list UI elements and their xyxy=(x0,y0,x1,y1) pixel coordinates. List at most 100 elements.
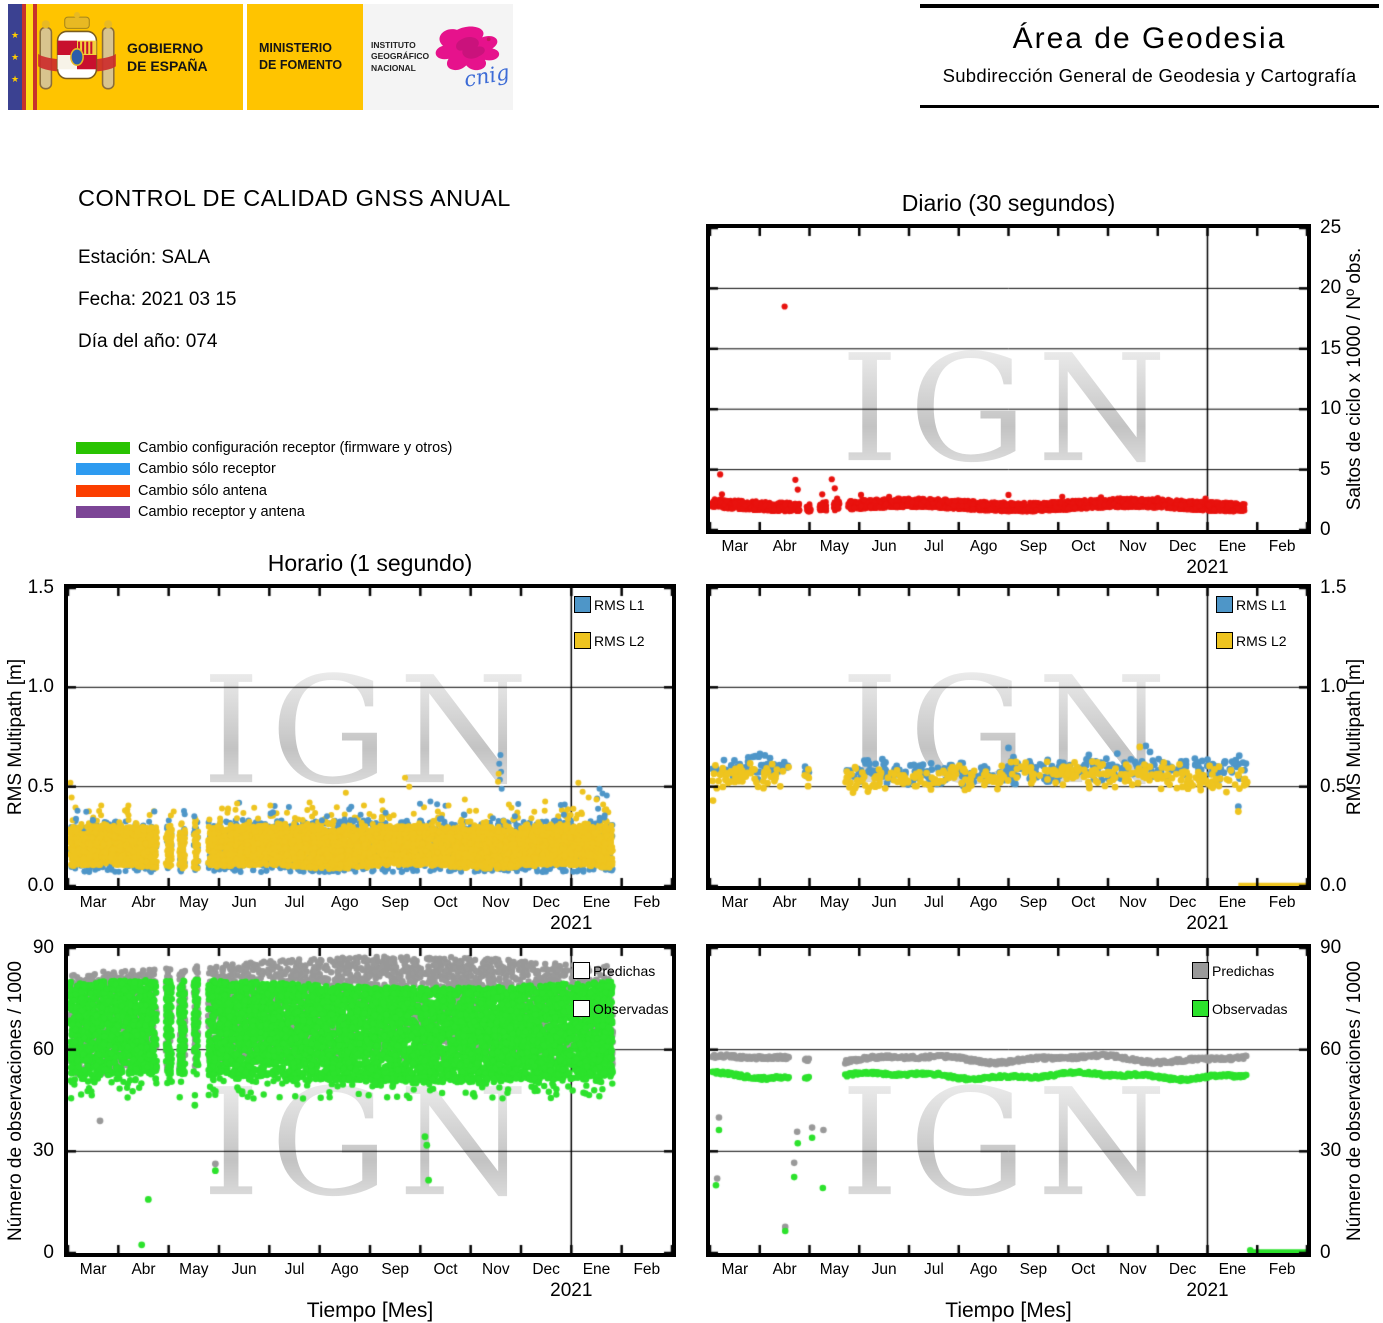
month-label: Feb xyxy=(1268,894,1296,911)
year-label: 2021 xyxy=(1186,1280,1229,1301)
chart-canvas xyxy=(710,948,1307,1253)
plot-legend-label: RMS L2 xyxy=(594,632,645,649)
x-axis-title: Tiempo [Mes] xyxy=(945,1299,1072,1322)
area-subtitle: Subdirección General de Geodesia y Carto… xyxy=(942,65,1357,86)
y-axis-title: Saltos de ciclo x 1000 / Nº obs. xyxy=(1344,247,1365,511)
y-tick-label: 15 xyxy=(1320,337,1342,359)
plot-legend-label: Observadas xyxy=(1212,1000,1288,1017)
month-label: Mar xyxy=(79,894,107,911)
instituto-text: INSTITUTO GEOGRÁFICO NACIONAL xyxy=(371,39,430,73)
month-label: May xyxy=(819,1261,850,1278)
y-tick-label: 10 xyxy=(1320,398,1342,420)
y-tick-label: 60 xyxy=(1320,1038,1342,1060)
month-label: Abr xyxy=(131,894,156,911)
y-axis-title: RMS Multipath [m] xyxy=(1344,658,1365,816)
plot-title: Horario (1 segundo) xyxy=(267,550,473,576)
month-label: Dec xyxy=(1168,538,1197,555)
month-label: Nov xyxy=(1119,538,1147,555)
plot-daily-observations: IGN0306090Número de observaciones / 1000… xyxy=(706,937,1365,1322)
y-tick-label: 25 xyxy=(1320,217,1342,238)
plot-hourly-observations: IGN0306090Número de observaciones / 1000… xyxy=(5,937,676,1322)
gobierno-block: GOBIERNO DE ESPAÑA xyxy=(37,4,243,110)
month-label: Ago xyxy=(969,894,998,911)
report-title: CONTROL DE CALIDAD GNSS ANUAL xyxy=(78,185,511,211)
month-label: Oct xyxy=(1071,894,1096,911)
month-label: Jun xyxy=(231,894,257,911)
month-label: Ene xyxy=(1218,1261,1247,1278)
y-tick-label: 1.5 xyxy=(27,577,54,598)
gobierno-line1: GOBIERNO xyxy=(127,39,204,56)
month-label: Mar xyxy=(79,1261,107,1278)
ministerio-block: MINISTERIO DE FOMENTO xyxy=(247,4,363,110)
y-tick-label: 0 xyxy=(43,1242,54,1263)
y-tick-label: 90 xyxy=(1320,937,1342,958)
month-label: Mar xyxy=(721,538,749,555)
change-legend-item: Cambio sólo antena xyxy=(76,480,452,502)
instituto-block: INSTITUTO GEOGRÁFICO NACIONAL cnig xyxy=(363,4,513,110)
ministerio-line2: DE FOMENTO xyxy=(259,58,343,72)
eu-stars-icon: ★ ★ ★ xyxy=(8,4,22,110)
plot-legend-item: RMS L1 xyxy=(1216,596,1287,613)
chart-canvas xyxy=(68,948,672,1253)
gobierno-text: GOBIERNO DE ESPAÑA xyxy=(127,39,208,75)
y-tick-label: 1.0 xyxy=(1320,676,1347,698)
month-label: Jul xyxy=(284,1261,305,1278)
month-label: Jun xyxy=(871,894,897,911)
change-legend-swatch xyxy=(76,506,130,519)
month-label: Jul xyxy=(923,894,944,911)
change-legend-label: Cambio configuración receptor (firmware … xyxy=(138,439,453,456)
y-tick-label: 0.5 xyxy=(1320,775,1347,797)
month-label: Sep xyxy=(1019,894,1048,911)
chart-canvas xyxy=(68,588,672,886)
chart-canvas xyxy=(710,588,1307,886)
month-label: Abr xyxy=(772,894,797,911)
month-label: Oct xyxy=(1071,1261,1096,1278)
change-legend-label: Cambio sólo receptor xyxy=(138,461,276,478)
station-line: Estación: SALA xyxy=(78,247,211,268)
y-tick-label: 0.0 xyxy=(27,875,54,896)
month-label: Jul xyxy=(284,894,305,911)
change-legend: Cambio configuración receptor (firmware … xyxy=(76,437,452,523)
month-label: Ago xyxy=(331,1261,359,1278)
y-tick-label: 0 xyxy=(1320,1242,1331,1263)
plot-legend-swatch xyxy=(574,632,591,649)
change-legend-label: Cambio receptor y antena xyxy=(138,504,305,521)
month-label: Dec xyxy=(1168,894,1197,911)
y-axis-title: Número de observaciones / 1000 xyxy=(5,960,26,1241)
month-label: Nov xyxy=(1119,894,1147,911)
plot-legend-label: Predichas xyxy=(1212,962,1275,979)
y-axis-title: Número de observaciones / 1000 xyxy=(1344,960,1365,1241)
month-label: Abr xyxy=(131,1261,156,1278)
month-label: May xyxy=(179,894,209,911)
y-tick-label: 90 xyxy=(32,937,54,958)
y-tick-label: 1.5 xyxy=(1320,577,1347,598)
cnig-logo: cnig xyxy=(429,18,511,94)
month-label: Nov xyxy=(1119,1261,1147,1278)
chart-canvas xyxy=(710,228,1307,530)
area-title: Área de Geodesia xyxy=(1012,22,1287,55)
month-label: Oct xyxy=(433,1261,458,1278)
spain-coat-of-arms xyxy=(38,12,116,90)
month-label: Oct xyxy=(1071,538,1096,555)
month-label: May xyxy=(819,538,850,555)
month-label: Ago xyxy=(969,538,998,555)
plot-legend-swatch xyxy=(1216,632,1233,649)
gobierno-logo: ★ ★ ★ GOBIERNO DE ESPAÑA MINISTERIO xyxy=(8,4,513,110)
y-tick-label: 60 xyxy=(32,1038,54,1060)
month-label: Dec xyxy=(532,1261,560,1278)
day-of-year-line: Día del año: 074 xyxy=(78,331,218,352)
month-label: Nov xyxy=(482,1261,510,1278)
month-label: Dec xyxy=(1168,1261,1197,1278)
month-label: Jul xyxy=(923,538,944,555)
month-label: Feb xyxy=(1268,538,1296,555)
y-axis-title: RMS Multipath [m] xyxy=(5,658,26,816)
change-legend-swatch xyxy=(76,484,130,497)
month-label: Dec xyxy=(532,894,560,911)
change-legend-item: Cambio receptor y antena xyxy=(76,502,452,524)
month-label: Sep xyxy=(381,1261,409,1278)
plot-legend-item: Observadas xyxy=(1192,1000,1287,1017)
plot-legend-swatch xyxy=(573,1000,590,1017)
month-label: Sep xyxy=(1019,1261,1048,1278)
